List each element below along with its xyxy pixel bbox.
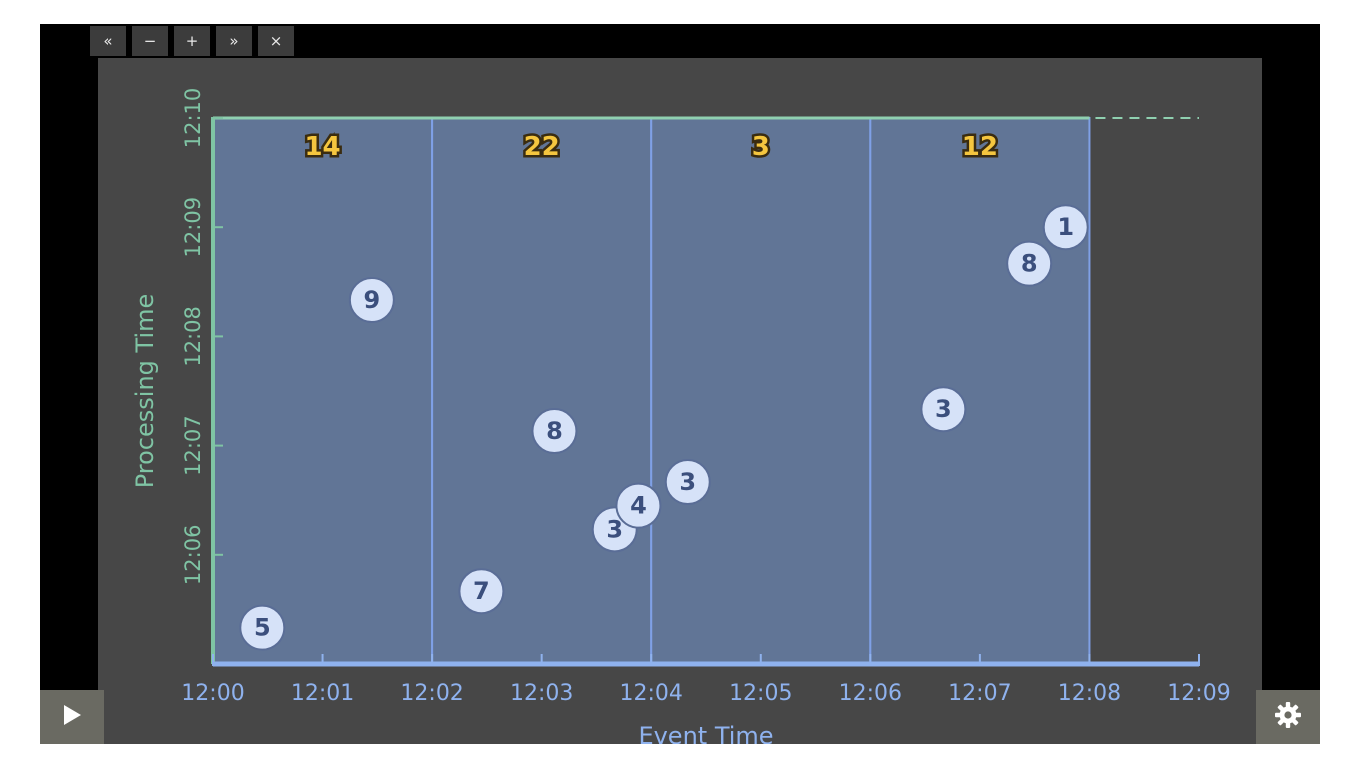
chart-stage: 14 22 3 12 12:06 12:07 12:08 12:09 12:10 Processi… xyxy=(98,58,1262,744)
y-tick-label: 12:09 xyxy=(181,197,205,258)
zoom-in-button[interactable]: + xyxy=(174,26,210,56)
y-tick-label: 12:10 xyxy=(181,88,205,149)
x-tick-label: 12:06 xyxy=(839,681,902,706)
x-tick-label: 12:01 xyxy=(291,681,354,706)
x-tick-label: 12:03 xyxy=(510,681,573,706)
y-tick-label: 12:06 xyxy=(181,525,205,586)
data-point xyxy=(664,459,711,505)
data-point-label: 8 xyxy=(1021,250,1038,278)
data-point xyxy=(1042,204,1089,251)
play-icon xyxy=(61,703,83,731)
window-sum-label: 22 xyxy=(524,132,560,162)
data-point-label: 8 xyxy=(546,417,563,445)
data-point-label: 3 xyxy=(935,395,952,423)
previous-button[interactable]: « xyxy=(90,26,126,56)
data-point xyxy=(920,386,967,433)
x-tick-label: 12:07 xyxy=(948,681,1011,706)
data-point xyxy=(531,408,578,455)
data-point-label: 3 xyxy=(679,468,696,496)
y-axis-title: Processing Time xyxy=(131,294,159,489)
x-tick-label: 12:04 xyxy=(620,681,683,706)
zoom-out-button[interactable]: − xyxy=(132,26,168,56)
data-point xyxy=(239,604,286,651)
gear-icon xyxy=(1273,700,1303,734)
settings-button[interactable] xyxy=(1256,690,1320,744)
data-point-label: 3 xyxy=(606,515,623,543)
x-tick-label: 12:08 xyxy=(1058,681,1121,706)
y-tick-label: 12:07 xyxy=(181,415,205,476)
close-button[interactable]: × xyxy=(258,26,294,56)
x-tick-label: 12:02 xyxy=(400,681,463,706)
next-button[interactable]: » xyxy=(216,26,252,56)
play-button[interactable] xyxy=(40,690,104,744)
window-sum-label: 3 xyxy=(752,132,770,162)
window-sum-label: 14 xyxy=(304,132,340,162)
y-tick-label: 12:08 xyxy=(181,306,205,367)
data-point xyxy=(348,277,395,323)
window-rect xyxy=(869,117,1091,665)
data-point-label: 9 xyxy=(364,286,381,314)
window-rect xyxy=(212,117,434,665)
data-point-label: 4 xyxy=(630,492,647,520)
data-point xyxy=(615,482,662,529)
data-point xyxy=(458,568,505,615)
slide-player: « − + » × 14 22 3 12 12:06 12:07 12:08 12:09 12:… xyxy=(40,24,1320,744)
window-rect xyxy=(650,117,872,665)
data-point xyxy=(1006,240,1053,287)
event-processing-time-chart: 14 22 3 1212:0612:0712:0812:0912:10Processi… xyxy=(131,88,1231,744)
data-point-label: 7 xyxy=(473,577,490,605)
x-tick-label: 12:05 xyxy=(729,681,792,706)
x-tick-label: 12:09 xyxy=(1167,681,1230,706)
data-point-label: 5 xyxy=(254,614,271,642)
x-axis-title: Event Time xyxy=(638,722,773,744)
window-sum-label: 12 xyxy=(962,132,998,162)
data-point-label: 1 xyxy=(1057,213,1074,241)
x-tick-label: 12:00 xyxy=(181,681,244,706)
slide-controls: « − + » × xyxy=(90,26,294,56)
